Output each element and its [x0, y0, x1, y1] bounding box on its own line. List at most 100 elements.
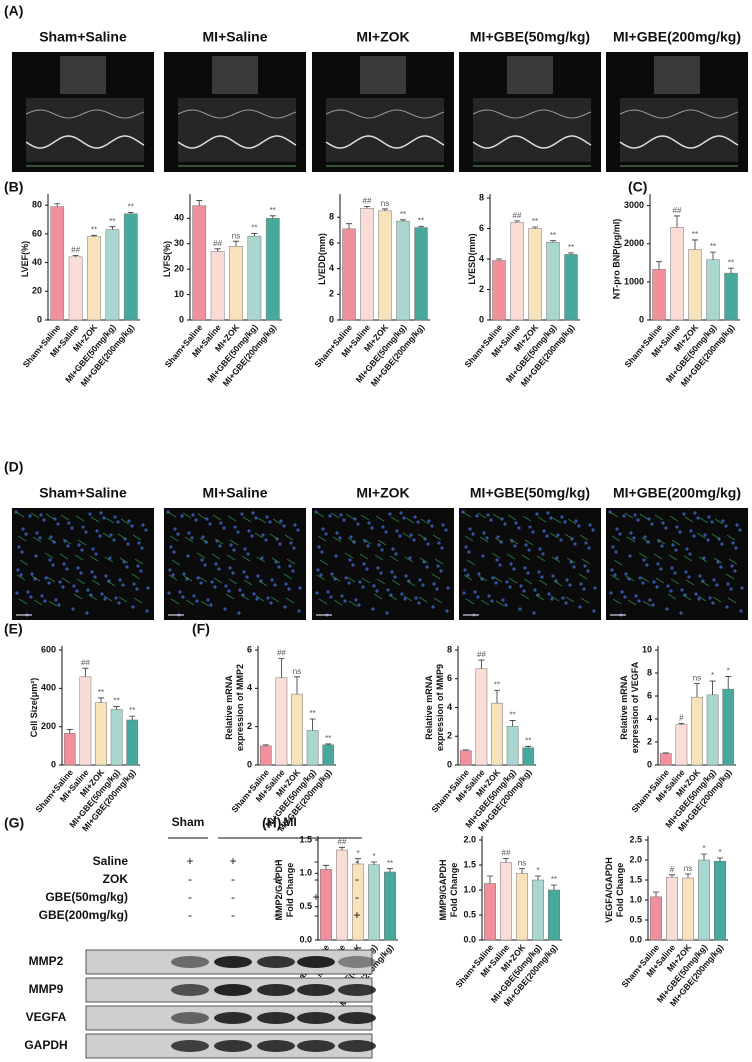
nucleus: [171, 573, 175, 577]
membrane: [553, 580, 563, 587]
bar: [688, 249, 702, 321]
nucleus: [324, 532, 328, 536]
nucleus: [247, 529, 251, 533]
membrane: [551, 556, 561, 563]
nucleus: [20, 550, 24, 554]
membrane: [33, 599, 43, 606]
bar: [229, 246, 243, 321]
nucleus: [740, 586, 744, 590]
nucleus: [731, 541, 735, 545]
blot-band: [257, 1012, 295, 1024]
significance-label: ##: [513, 211, 522, 220]
nucleus: [517, 526, 521, 530]
membrane: [198, 576, 208, 583]
nucleus: [326, 590, 330, 594]
nucleus: [319, 573, 323, 577]
nucleus: [260, 556, 264, 560]
membrane: [133, 597, 143, 604]
membrane: [550, 595, 560, 602]
y-tick-label: 0: [639, 314, 644, 324]
nucleus: [219, 521, 223, 525]
protein-label: MMP2: [29, 954, 64, 968]
y-tick-label: 6: [247, 644, 252, 654]
nucleus: [715, 583, 719, 587]
nucleus: [85, 611, 89, 615]
nucleus: [377, 543, 381, 547]
error-bar: [525, 745, 532, 748]
y-axis-label: expression of MMP9: [435, 664, 445, 751]
nucleus: [127, 519, 131, 523]
nucleus: [351, 563, 355, 567]
bar: [123, 213, 138, 321]
membrane: [656, 538, 666, 545]
nucleus: [551, 574, 555, 578]
nucleus: [51, 563, 55, 567]
membrane: [466, 559, 476, 566]
nucleus: [679, 611, 683, 615]
membrane: [726, 534, 736, 541]
nucleus: [514, 521, 518, 525]
blot-band: [171, 1012, 209, 1024]
membrane: [640, 576, 650, 583]
nucleus: [464, 545, 468, 549]
error-bar: [685, 873, 691, 878]
membrane: [492, 513, 502, 520]
error-bar: [694, 682, 700, 698]
y-tick-label: 1.5: [463, 859, 476, 869]
nucleus: [500, 517, 504, 521]
error-bar: [233, 240, 239, 247]
nucleus: [611, 545, 615, 549]
nucleus: [210, 580, 214, 584]
membrane: [654, 514, 664, 521]
membrane: [431, 573, 441, 580]
nucleus: [264, 538, 268, 542]
nucleus: [572, 565, 576, 569]
treatment-sign: -: [314, 854, 318, 868]
membrane: [211, 553, 221, 560]
nucleus: [582, 587, 586, 591]
bar: [659, 753, 672, 766]
bar: [459, 750, 472, 766]
blot-band: [214, 1040, 252, 1052]
y-tick-label: 30: [174, 238, 184, 248]
y-tick-label: 200: [41, 721, 56, 731]
nucleus: [145, 609, 149, 613]
membrane: [477, 512, 487, 519]
nucleus: [172, 550, 176, 554]
membrane: [285, 597, 295, 604]
nucleus: [114, 596, 118, 600]
blot-band: [214, 956, 252, 968]
error-bar: [364, 205, 370, 209]
nucleus: [34, 554, 38, 558]
significance-label: **: [551, 875, 557, 884]
bar: [68, 256, 83, 321]
y-tick-label: 10: [174, 289, 184, 299]
nucleus: [237, 611, 241, 615]
nucleus: [390, 570, 394, 574]
significance-label: **: [109, 217, 115, 226]
nucleus: [381, 525, 385, 529]
membrane: [270, 596, 280, 603]
nucleus: [466, 573, 470, 577]
nucleus: [620, 590, 624, 594]
treatment-sign: +: [186, 854, 193, 868]
membrane: [317, 535, 327, 542]
nucleus: [702, 556, 706, 560]
echo-sector: [60, 56, 106, 94]
y-tick-label: 20: [32, 286, 42, 296]
nucleus: [475, 514, 479, 518]
bar: [681, 877, 695, 941]
nucleus: [113, 515, 117, 519]
membrane: [727, 597, 737, 604]
nucleus: [144, 528, 148, 532]
bar: [546, 241, 560, 321]
treatment-sign: -: [355, 854, 359, 868]
nucleus: [656, 562, 660, 566]
y-tick-label: 0: [179, 314, 184, 324]
nucleus: [712, 578, 716, 582]
nucleus: [622, 514, 626, 518]
nucleus: [251, 511, 255, 515]
nucleus: [70, 526, 74, 530]
nucleus: [482, 531, 486, 535]
nucleus: [623, 595, 627, 599]
